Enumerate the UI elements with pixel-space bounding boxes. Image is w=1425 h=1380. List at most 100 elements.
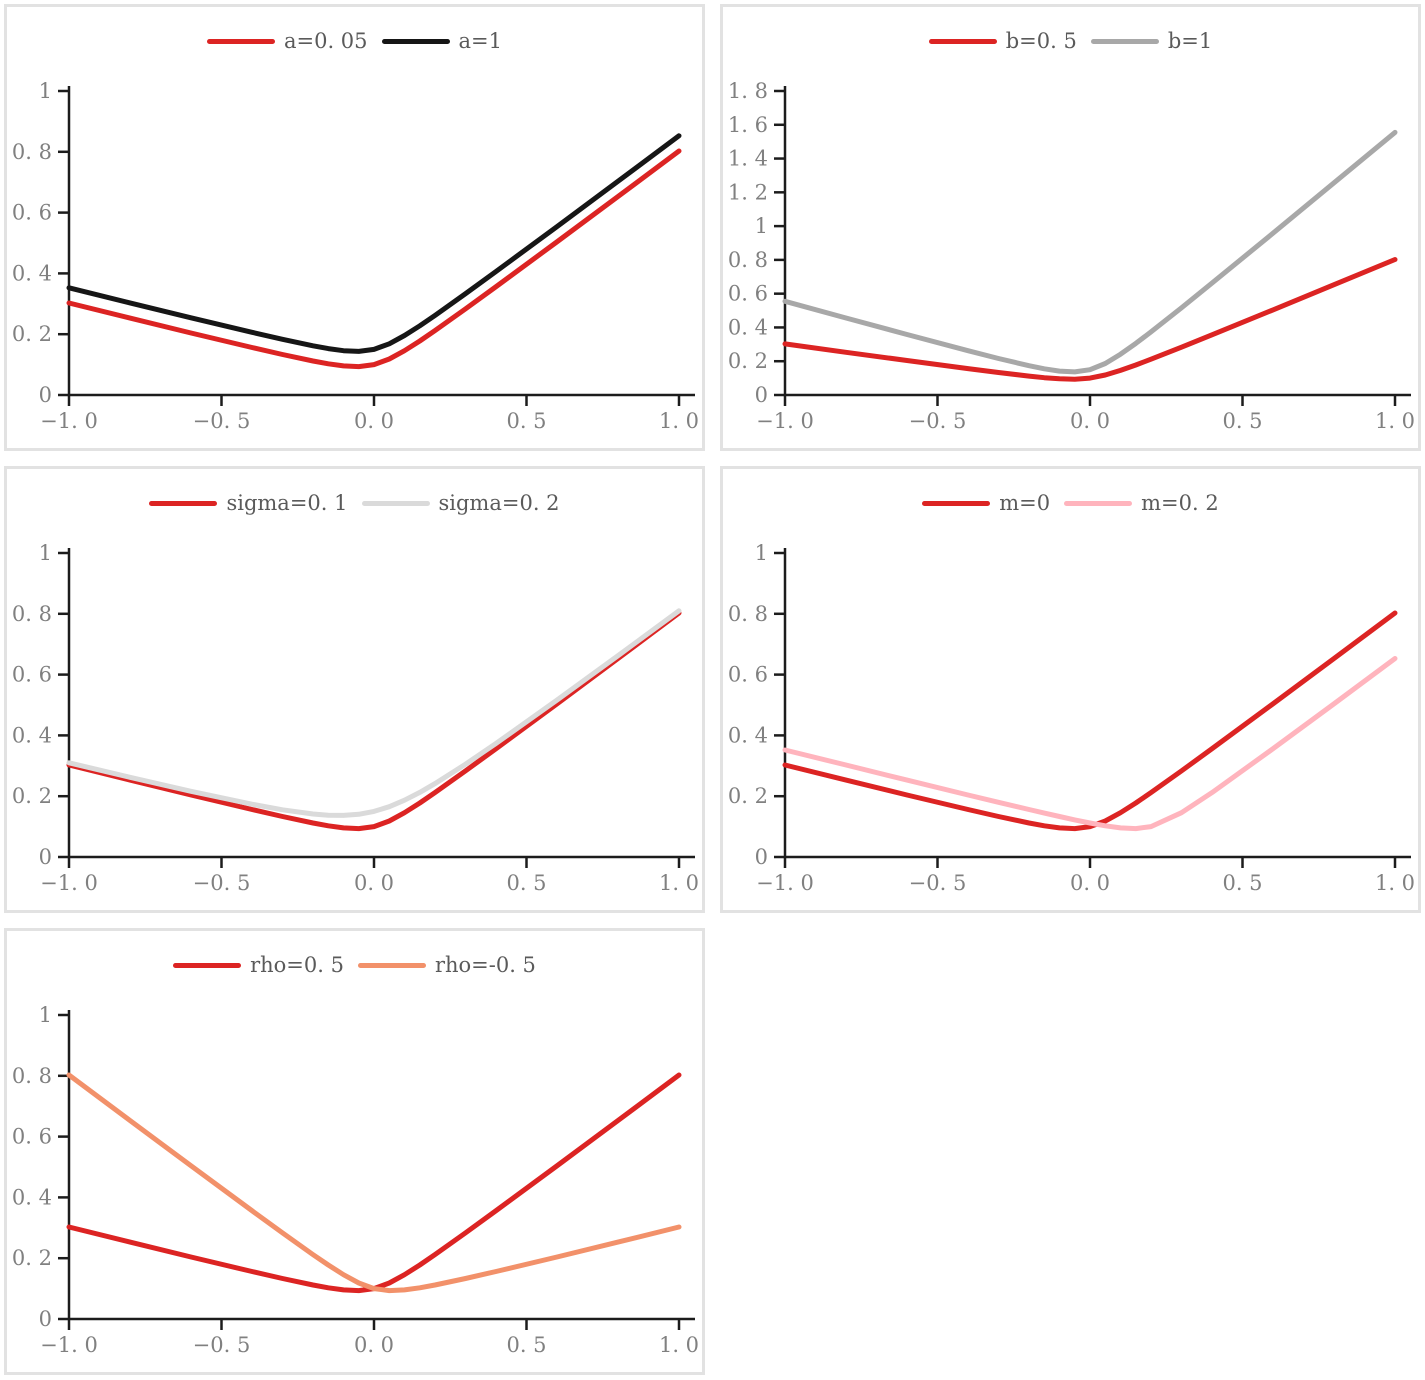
y-tick-label: 1	[39, 541, 52, 565]
y-tick-label: 1. 8	[728, 79, 768, 103]
legend-item: rho=0. 5	[173, 955, 344, 976]
y-tick-label: 0. 4	[12, 1185, 52, 1209]
y-tick-label: 0. 2	[12, 1246, 52, 1270]
legend-label: rho=0. 5	[250, 953, 344, 977]
empty-cell	[720, 928, 1421, 1375]
y-tick-label: 1	[755, 541, 768, 565]
legend-label: sigma=0. 1	[226, 491, 348, 515]
chart-panel-m: m=0 m=0. 2 −1. 0 −0. 5 0. 0 0. 5 1. 0 0 0. 2 0. …	[720, 466, 1421, 913]
legend-swatch	[206, 39, 275, 44]
legend-item: b=1	[1090, 29, 1213, 53]
x-tick-label: −0. 5	[193, 409, 251, 433]
x-tick-label: 0. 5	[506, 1333, 546, 1357]
legend-item: m=0. 2	[1064, 493, 1219, 514]
legend-label: sigma=0. 2	[438, 491, 560, 515]
legend-swatch	[1064, 501, 1133, 506]
chart-panel-b: b=0. 5 b=1 −1. 0 −0. 5 0. 0 0. 5 1. 0 0 0. 2 0. …	[720, 4, 1421, 451]
y-tick-label: 0. 2	[728, 784, 768, 808]
x-tick-label: 0. 5	[506, 409, 546, 433]
x-tick-label: 1. 0	[659, 409, 699, 433]
y-tick-label: 0. 4	[12, 723, 52, 747]
y-tick-label: 0	[39, 1307, 52, 1331]
legend-label: b=1	[1167, 29, 1213, 53]
legend-swatch	[173, 963, 242, 968]
chart-plot: −1. 0 −0. 5 0. 0 0. 5 1. 0 0 0. 2 0. 4 0. 6 0. 8 1	[728, 541, 1415, 895]
y-tick-label: 0. 4	[728, 315, 768, 339]
chart-plot: −1. 0 −0. 5 0. 0 0. 5 1. 0 0 0. 2 0. 4 0. 6 0. 8 1	[12, 1003, 699, 1357]
legend: a=0. 05 a=1	[7, 31, 702, 52]
axis-spines	[67, 1010, 695, 1321]
chart-plot: −1. 0 −0. 5 0. 0 0. 5 1. 0 0 0. 2 0. 4 0. 6 0. 8 1	[12, 79, 699, 433]
legend-item: sigma=0. 2	[361, 491, 560, 515]
curve-2-1	[66, 608, 682, 818]
y-tick-label: 0. 8	[12, 1064, 52, 1088]
curve-4-0	[66, 1072, 682, 1294]
y-tick-label: 0. 6	[728, 282, 768, 306]
x-tick-label: −0. 5	[193, 871, 251, 895]
legend-swatch	[357, 963, 426, 968]
y-tick-label: 0. 8	[728, 248, 768, 272]
curve-0-0	[66, 148, 682, 370]
y-tick-label: 0. 6	[12, 1125, 52, 1149]
curve-3-0	[782, 610, 1398, 832]
y-tick-label: 0	[39, 383, 52, 407]
x-tick-label: 1. 0	[659, 871, 699, 895]
y-tick-label: 0. 8	[728, 602, 768, 626]
axis-spines	[783, 548, 1411, 859]
x-tick-label: 1. 0	[1375, 409, 1415, 433]
legend: rho=0. 5 rho=-0. 5	[7, 955, 702, 976]
y-tick-label: 0. 2	[12, 784, 52, 808]
y-tick-label: 0. 6	[728, 663, 768, 687]
x-tick-label: 1. 0	[1375, 871, 1415, 895]
chart-panel-a: a=0. 05 a=1 −1. 0 −0. 5 0. 0 0. 5 1. 0 0 0. 2 0.…	[4, 4, 705, 451]
axis-spines	[783, 86, 1411, 397]
legend: sigma=0. 1 sigma=0. 2	[7, 493, 702, 514]
y-tick-label: 0	[755, 845, 768, 869]
x-tick-label: 0. 0	[1070, 871, 1110, 895]
y-tick-label: 0. 2	[728, 349, 768, 373]
y-tick-label: 0. 6	[12, 201, 52, 225]
curve-3-1	[782, 656, 1398, 832]
curve-4-1	[66, 1072, 682, 1294]
chart-plot: −1. 0 −0. 5 0. 0 0. 5 1. 0 0 0. 2 0. 4 0. 6 0. 8 1	[12, 541, 699, 895]
y-tick-label: 0	[39, 845, 52, 869]
y-tick-label: 1. 6	[728, 113, 768, 137]
legend-swatch	[922, 501, 991, 506]
x-tick-label: 0. 0	[354, 871, 394, 895]
legend-label: b=0. 5	[1005, 29, 1077, 53]
y-tick-label: 0. 6	[12, 663, 52, 687]
y-tick-label: 0. 4	[12, 261, 52, 285]
x-tick-label: −1. 0	[40, 871, 98, 895]
chart-panel-rho: rho=0. 5 rho=-0. 5 −1. 0 −0. 5 0. 0 0. 5 1. 0…	[4, 928, 705, 1375]
chart-panel-sigma: sigma=0. 1 sigma=0. 2 −1. 0 −0. 5 0. 0 0. 5 1…	[4, 466, 705, 913]
legend-label: a=1	[458, 29, 503, 53]
legend-swatch	[361, 501, 430, 506]
x-tick-label: 0. 0	[354, 409, 394, 433]
legend: m=0 m=0. 2	[723, 493, 1418, 514]
x-tick-label: 0. 5	[1222, 409, 1262, 433]
x-tick-label: 0. 0	[1070, 409, 1110, 433]
y-tick-label: 0	[755, 383, 768, 407]
curve-1-1	[782, 129, 1398, 375]
x-tick-label: 0. 0	[354, 1333, 394, 1357]
legend-item: b=0. 5	[928, 29, 1077, 53]
y-tick-label: 0. 8	[12, 140, 52, 164]
y-tick-label: 1	[39, 79, 52, 103]
legend-item: sigma=0. 1	[149, 491, 348, 515]
y-tick-label: 0. 8	[12, 602, 52, 626]
legend-label: rho=-0. 5	[434, 953, 536, 977]
x-tick-label: −0. 5	[909, 871, 967, 895]
x-tick-label: −1. 0	[40, 409, 98, 433]
y-tick-label: 1	[755, 214, 768, 238]
x-tick-label: −1. 0	[40, 1333, 98, 1357]
legend-item: a=0. 05	[206, 29, 368, 53]
y-tick-label: 1	[39, 1003, 52, 1027]
x-tick-label: 0. 5	[506, 871, 546, 895]
curve-2-0	[66, 610, 682, 832]
y-tick-label: 1. 4	[728, 147, 768, 171]
legend-item: m=0	[922, 493, 1050, 514]
legend-label: m=0	[999, 491, 1051, 515]
legend-label: a=0. 05	[283, 29, 368, 53]
y-tick-label: 0. 4	[728, 723, 768, 747]
